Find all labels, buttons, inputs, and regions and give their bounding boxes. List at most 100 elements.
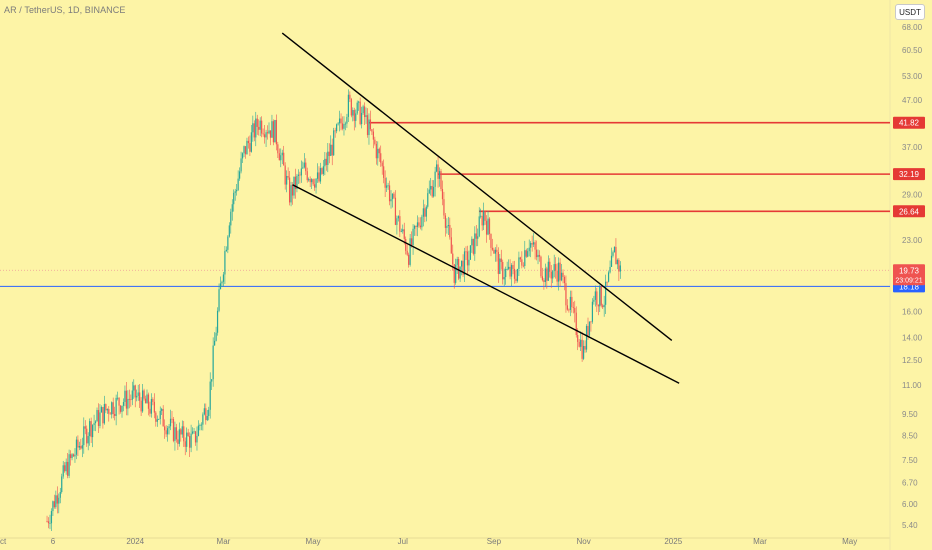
candle [258, 119, 260, 136]
candle [582, 340, 585, 361]
candle [378, 147, 380, 162]
candle-body [369, 119, 372, 130]
candle-body [200, 424, 202, 426]
candle [117, 391, 119, 401]
candle-body [497, 251, 499, 274]
candle [197, 420, 200, 437]
candle [350, 97, 352, 118]
currency-selector[interactable]: USDT [895, 4, 925, 20]
candle [369, 110, 372, 132]
candle-body [409, 238, 411, 265]
candle [203, 403, 205, 416]
candle-body [49, 523, 51, 525]
candle [268, 122, 270, 135]
candle-body [249, 143, 251, 152]
candle-body [353, 110, 355, 121]
candle [102, 406, 104, 429]
candle [456, 256, 458, 274]
candle-body [194, 431, 197, 443]
candle [462, 254, 464, 277]
candle-body [508, 266, 510, 269]
candle-body [433, 186, 435, 197]
candle [72, 453, 75, 457]
candle [580, 331, 582, 352]
candle-body [449, 224, 451, 238]
candle [518, 251, 520, 277]
candle-body [215, 332, 217, 341]
candle [256, 114, 258, 135]
candle-body [294, 176, 297, 189]
candle-body [368, 119, 370, 136]
candle [509, 259, 511, 280]
candle [544, 263, 546, 288]
candle [421, 214, 423, 231]
candle [187, 428, 189, 437]
candle-body [313, 184, 316, 188]
candle [196, 426, 198, 451]
candle-body [566, 305, 569, 310]
candle [286, 170, 288, 193]
candle-body [569, 296, 571, 310]
candle [255, 111, 257, 147]
candle [430, 177, 432, 196]
candle-body [503, 277, 505, 280]
candle-body [327, 151, 329, 165]
candle-body [87, 436, 89, 444]
candle-body [403, 229, 405, 239]
candle-body [296, 175, 298, 189]
candle [259, 117, 261, 137]
candle-body [246, 140, 248, 155]
candle-body [494, 249, 496, 254]
candle [568, 308, 570, 313]
candle [299, 171, 301, 184]
candle [483, 202, 485, 231]
candle [119, 404, 122, 414]
candle [391, 193, 394, 208]
candle [236, 184, 238, 196]
candle [562, 269, 564, 284]
candle [143, 388, 145, 401]
candle [590, 321, 592, 332]
candle [525, 248, 527, 258]
candle [122, 398, 125, 412]
candle [434, 166, 436, 197]
candle [265, 129, 267, 147]
candle [535, 240, 538, 261]
candle [552, 270, 554, 284]
candle-body [500, 258, 502, 262]
candle [231, 199, 233, 221]
candle-body [284, 165, 286, 185]
candle [141, 384, 144, 413]
candle-body [550, 271, 552, 279]
candle [149, 401, 151, 417]
candle-body [74, 454, 76, 457]
candle-body [140, 400, 142, 412]
candle [206, 409, 208, 422]
candle [343, 116, 345, 136]
candle-body [488, 218, 491, 234]
candle-body [594, 291, 596, 300]
candle-body [227, 236, 229, 250]
candle [612, 250, 614, 258]
candle [225, 246, 227, 252]
candle [450, 227, 452, 254]
candle-body [271, 121, 273, 138]
trend-lines[interactable] [281, 32, 680, 384]
trend-line-lower [292, 184, 680, 384]
candle [118, 397, 120, 415]
candle [274, 119, 276, 143]
candle [550, 265, 552, 288]
candle [322, 159, 324, 176]
candle-body [528, 247, 530, 252]
candle-body [425, 206, 427, 217]
candle-body [333, 130, 335, 156]
candle-body [610, 255, 613, 267]
candle [362, 104, 364, 115]
candle [218, 283, 220, 313]
candle [416, 215, 419, 237]
candle-body [92, 425, 94, 438]
candle [516, 268, 519, 283]
candle-body [199, 425, 201, 426]
candle-body [224, 251, 226, 275]
